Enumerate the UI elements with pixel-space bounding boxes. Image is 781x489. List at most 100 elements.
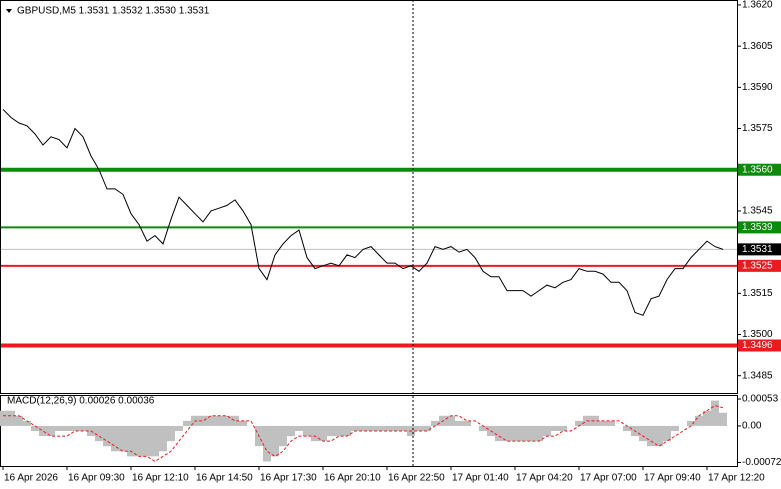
macd-bar (423, 425, 431, 432)
x-tick-label: 16 Apr 2026 (4, 473, 58, 484)
macd-bar (239, 420, 247, 426)
x-tick-label: 17 Apr 07:00 (580, 473, 637, 484)
y-tick-label: 1.3575 (742, 123, 773, 134)
macd-bar (95, 425, 103, 442)
price-line (2, 108, 724, 316)
macd-bar (383, 425, 391, 432)
macd-bar (223, 415, 231, 426)
macd-bar (495, 425, 503, 442)
macd-bar (143, 425, 151, 457)
level-label: 1.3539 (742, 222, 773, 233)
x-tick-label: 16 Apr 17:30 (260, 473, 317, 484)
x-tick-label: 16 Apr 12:10 (132, 473, 189, 484)
macd-bar (671, 425, 679, 432)
y-tick-label: 0.00 (742, 421, 762, 432)
macd-bar (559, 425, 567, 432)
macd-bar (367, 425, 375, 432)
macd-bar (183, 420, 191, 426)
macd-bar (63, 425, 71, 432)
price-title: GBPUSD,M5 1.3531 1.3532 1.3530 1.3531 (17, 6, 210, 17)
macd-bar (47, 425, 55, 437)
y-tick-label: 1.3545 (742, 206, 773, 217)
macd-bar (0, 410, 7, 426)
macd-bar (431, 420, 439, 426)
macd-bar (399, 425, 407, 432)
y-tick-label: 1.3500 (742, 329, 773, 340)
level-label-box (738, 163, 781, 176)
macd-bar (511, 425, 519, 442)
macd-bar (279, 425, 287, 447)
macd-bar (159, 425, 167, 452)
signal-line (3, 405, 724, 462)
macd-bar (623, 425, 631, 432)
macd-bar (15, 415, 23, 426)
macd-bar (687, 420, 695, 426)
symbol-menu[interactable] (6, 9, 12, 13)
macd-bar (519, 425, 527, 442)
macd-bar (655, 425, 663, 447)
x-tick-label: 17 Apr 12:20 (708, 473, 765, 484)
macd-bar (415, 425, 423, 432)
macd-bar (7, 410, 15, 426)
macd-bar (103, 425, 111, 447)
macd-bar (151, 425, 159, 457)
x-tick-label: 16 Apr 14:50 (196, 473, 253, 484)
level-label: 1.3525 (742, 260, 773, 271)
macd-bar (527, 425, 535, 442)
macd-bar (503, 425, 511, 442)
macd-bar (663, 425, 671, 442)
y-tick-label: 0.00053 (742, 394, 779, 405)
macd-bar (111, 425, 119, 452)
x-tick-label: 16 Apr 22:50 (388, 473, 445, 484)
last-price-box (738, 243, 781, 256)
macd-bar (335, 425, 343, 437)
y-tick-label: 1.3485 (742, 370, 773, 381)
macd-bar (55, 425, 63, 432)
macd-bar (599, 420, 607, 426)
macd-bar (287, 425, 295, 437)
y-tick-label: 1.3515 (742, 288, 773, 299)
macd-bar (607, 420, 615, 426)
macd-bar (711, 400, 719, 426)
macd-bar (343, 425, 351, 437)
macd-bar (375, 425, 383, 432)
macd-bar (167, 425, 175, 442)
macd-bar (447, 415, 455, 426)
macd-bar (119, 425, 127, 452)
level-label-box (738, 259, 781, 272)
macd-bar (175, 425, 183, 432)
macd-bar (455, 420, 463, 426)
pane-frame (0, 395, 738, 467)
x-tick-label: 17 Apr 04:20 (516, 473, 573, 484)
y-tick-label: -0.00072 (742, 457, 781, 468)
level-label: 1.3560 (742, 164, 773, 175)
macd-bar (79, 425, 87, 432)
y-tick-label: 1.3620 (742, 0, 773, 11)
macd-bar (543, 425, 551, 437)
level-label: 1.3496 (742, 340, 773, 351)
macd-bar (575, 420, 583, 426)
macd-bar (391, 425, 399, 432)
y-tick-label: 1.3605 (742, 41, 773, 52)
macd-bar (199, 415, 207, 426)
macd-bar (695, 415, 703, 426)
pane-frame (0, 0, 738, 394)
x-tick-label: 16 Apr 09:30 (68, 473, 125, 484)
macd-bar (39, 425, 47, 437)
macd-bar (327, 425, 335, 437)
level-label-box (738, 221, 781, 234)
macd-bar (535, 425, 543, 442)
macd-bar (127, 425, 135, 457)
macd-bar (303, 425, 311, 437)
macd-title: MACD(12,26,9) 0.00026 0.00036 (7, 396, 155, 407)
macd-bar (263, 425, 271, 462)
macd-bar (463, 420, 471, 426)
macd-bar (231, 415, 239, 426)
macd-bar (207, 415, 215, 426)
macd-bar (319, 425, 327, 442)
macd-bar (215, 415, 223, 426)
macd-bar (479, 425, 487, 432)
macd-bar (135, 425, 143, 457)
